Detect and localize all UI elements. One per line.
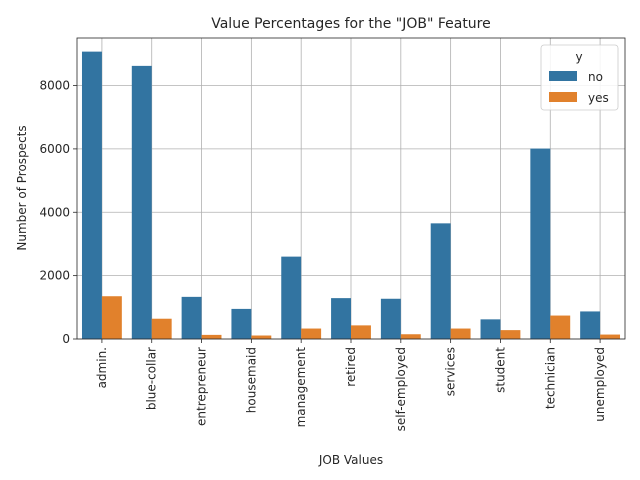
x-tick-label: technician [543, 347, 557, 409]
bar-yes [201, 334, 222, 339]
bar-no [231, 308, 252, 339]
x-tick-label: retired [344, 347, 358, 387]
bar-yes [400, 334, 421, 339]
x-tick-label: housemaid [244, 347, 258, 413]
bar-yes [500, 330, 521, 339]
bar-no [181, 296, 202, 339]
y-tick-label: 0 [62, 332, 70, 346]
x-axis-label: JOB Values [318, 453, 383, 467]
legend-title: y [575, 50, 582, 64]
legend-swatch-no [549, 71, 577, 81]
x-tick-label: admin. [95, 347, 109, 388]
y-tick-label: 6000 [39, 142, 70, 156]
y-tick-label: 4000 [39, 205, 70, 219]
bar-yes [301, 328, 322, 339]
bar-yes [450, 328, 471, 339]
y-tick-label: 8000 [39, 79, 70, 93]
bar-no [331, 298, 351, 339]
chart-title: Value Percentages for the "JOB" Feature [211, 16, 491, 32]
bar-yes [101, 296, 122, 339]
x-axis: admin. blue-collar entrepreneur housemaid ma… [95, 339, 607, 431]
x-tick-label: services [444, 347, 458, 396]
bar-yes [550, 315, 571, 339]
x-tick-label: self-employed [394, 347, 408, 431]
x-tick-label: student [493, 347, 507, 393]
y-axis: 0 2000 4000 6000 8000 [39, 79, 77, 346]
bar-yes [351, 325, 371, 339]
x-tick-label: entrepreneur [195, 347, 209, 426]
legend: y no yes [540, 44, 619, 111]
y-axis-label: Number of Prospects [15, 125, 29, 250]
bars [81, 51, 621, 340]
bar-no [480, 319, 501, 339]
bar-no [380, 298, 401, 339]
bar-yes [251, 335, 272, 339]
bar-yes [151, 318, 172, 339]
legend-label-no: no [588, 70, 603, 84]
y-tick-label: 2000 [39, 269, 70, 283]
bar-no [580, 311, 601, 339]
bar-no [81, 51, 102, 340]
legend-swatch-yes [549, 92, 577, 102]
bar-no [131, 65, 152, 339]
bar-no [530, 148, 551, 339]
bar-yes [600, 334, 621, 339]
x-tick-label: unemployed [593, 347, 607, 422]
bar-no [430, 223, 451, 339]
bar-no [281, 256, 302, 339]
x-tick-label: blue-collar [145, 347, 159, 410]
legend-label-yes: yes [588, 91, 609, 105]
x-tick-label: management [294, 347, 308, 428]
